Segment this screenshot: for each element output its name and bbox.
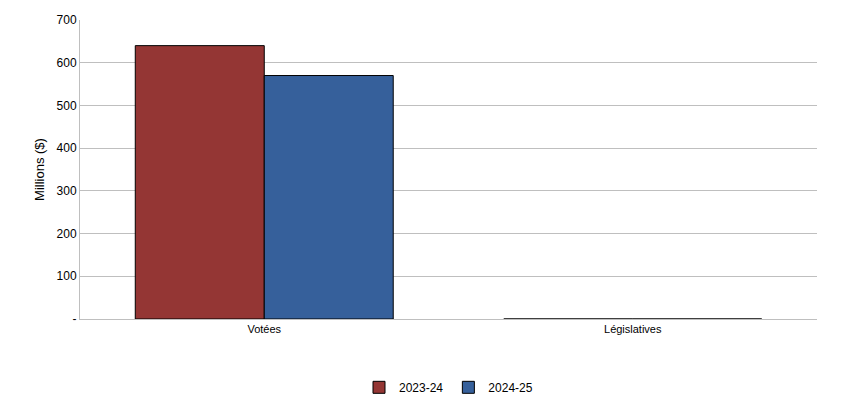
svg-text:600: 600 [57,56,77,70]
svg-text:Votées: Votées [247,323,281,335]
svg-text:300: 300 [57,184,77,198]
svg-text:2024-25: 2024-25 [488,381,532,395]
svg-text:2023-24: 2023-24 [399,381,443,395]
svg-text:-: - [73,312,77,326]
svg-text:Millions ($): Millions ($) [32,138,47,201]
svg-text:200: 200 [57,227,77,241]
svg-text:Législatives: Législatives [604,323,662,335]
svg-text:500: 500 [57,99,77,113]
svg-text:100: 100 [57,269,77,283]
svg-text:400: 400 [57,141,77,155]
svg-text:700: 700 [57,13,77,27]
